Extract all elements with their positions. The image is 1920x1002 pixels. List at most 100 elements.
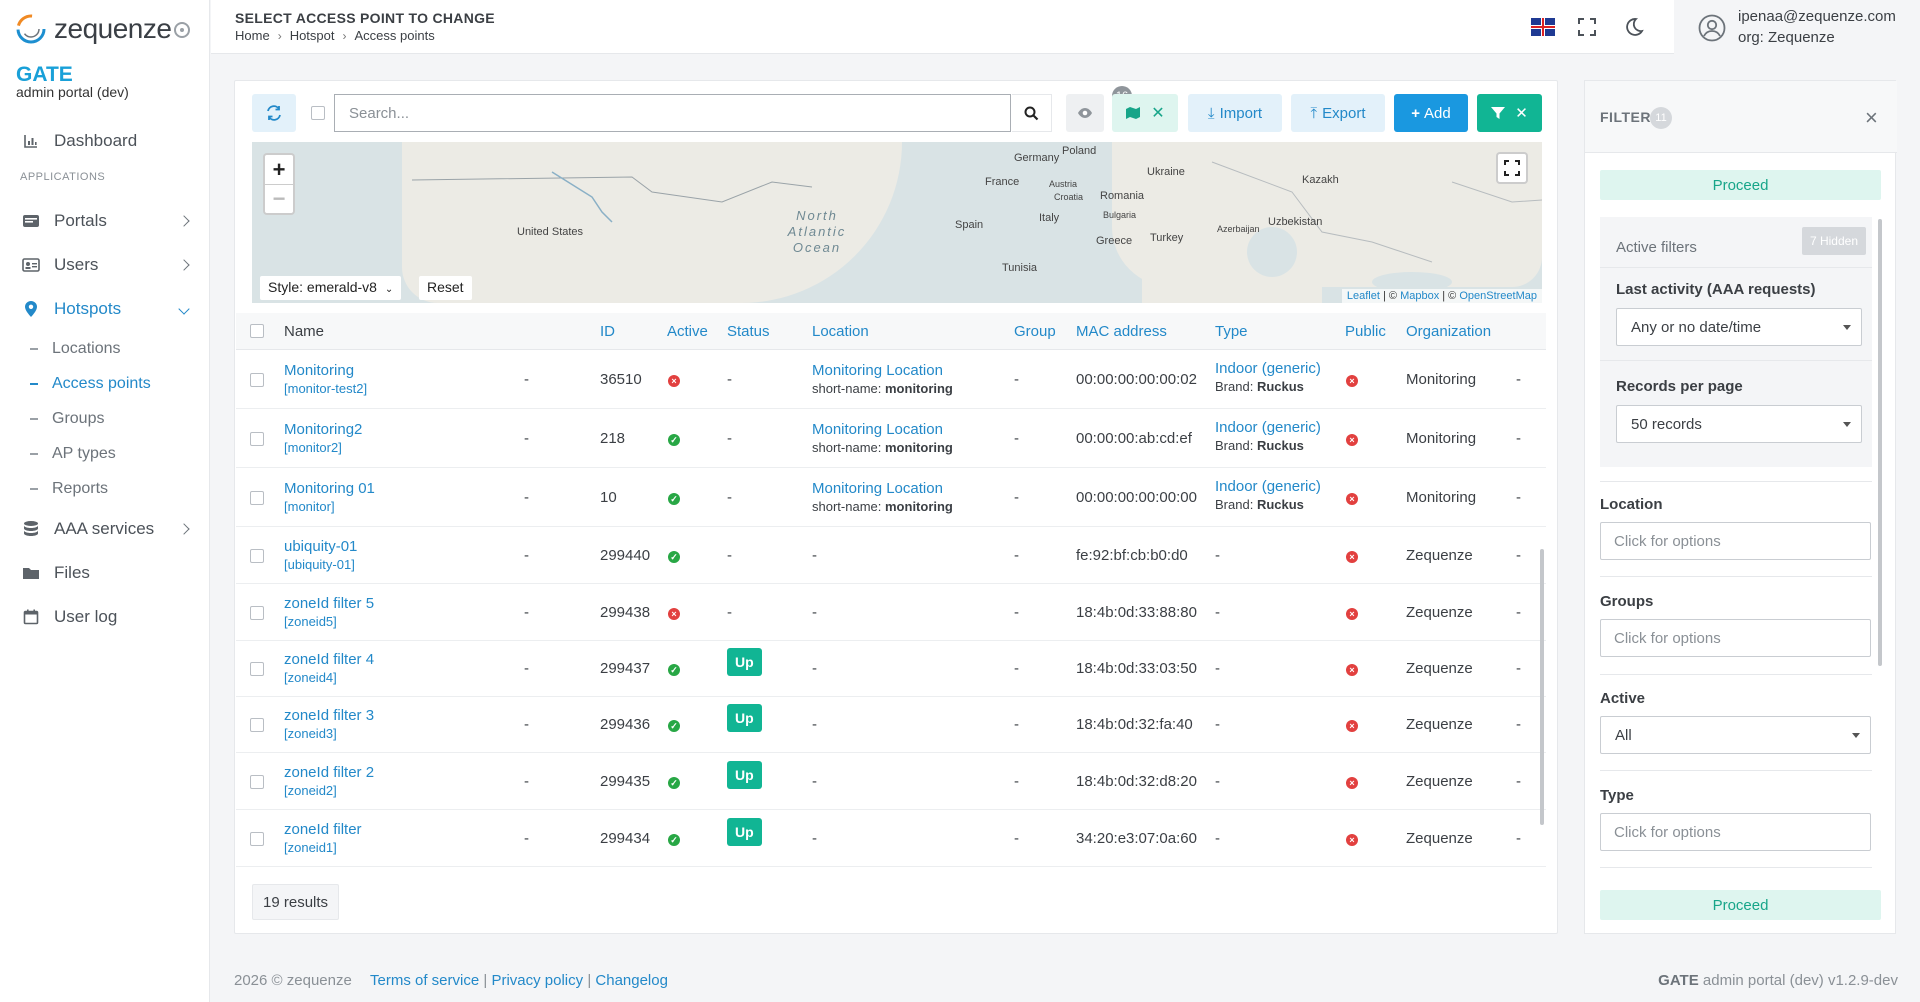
filter-toggle-button[interactable]: ✕ <box>1477 94 1542 132</box>
mapbox-link[interactable]: Mapbox <box>1400 290 1440 302</box>
row-checkbox[interactable] <box>250 718 264 732</box>
column-header-mac[interactable]: MAC address <box>1076 323 1167 340</box>
openstreetmap-link[interactable]: OpenStreetMap <box>1459 290 1537 302</box>
row-name-link[interactable]: zoneId filter 4 [zoneid4] <box>284 651 374 685</box>
logo[interactable]: zequenze <box>14 12 172 46</box>
changelog-link[interactable]: Changelog <box>595 972 668 989</box>
map-fullscreen-button[interactable] <box>1496 152 1528 184</box>
sidebar-item-portals[interactable]: Portals <box>0 203 210 239</box>
column-header-location[interactable]: Location <box>812 323 869 340</box>
map-reset-button[interactable]: Reset <box>419 276 472 300</box>
row-location-link[interactable]: Monitoring Location short-name: monitorin… <box>812 421 953 455</box>
sidebar-item-users[interactable]: Users <box>0 247 210 283</box>
sidebar-item-files[interactable]: Files <box>0 555 210 591</box>
close-icon[interactable]: × <box>1865 105 1878 130</box>
proceed-button-bottom[interactable]: Proceed <box>1600 890 1881 920</box>
row-type-link[interactable]: Indoor (generic) Brand: Ruckus <box>1215 478 1321 512</box>
filter-scrollbar[interactable] <box>1878 219 1882 666</box>
row-type-link[interactable]: Indoor (generic) Brand: Ruckus <box>1215 419 1321 453</box>
export-button[interactable]: ⤒ Export <box>1291 94 1385 132</box>
view-toggle-button[interactable] <box>1066 94 1104 132</box>
column-header-status[interactable]: Status <box>727 323 770 340</box>
groups-filter-input[interactable]: Click for options <box>1600 619 1871 657</box>
row-checkbox[interactable] <box>250 775 264 789</box>
column-header-organization[interactable]: Organization <box>1406 323 1492 340</box>
dark-mode-moon-icon[interactable] <box>1624 17 1644 37</box>
map[interactable]: United States Germany Poland Ukraine Fra… <box>252 142 1542 303</box>
search-button[interactable] <box>1012 94 1052 132</box>
add-button[interactable]: + Add <box>1394 94 1468 132</box>
type-filter-input[interactable]: Click for options <box>1600 813 1871 851</box>
row-name-link[interactable]: Monitoring [monitor-test2] <box>284 362 367 396</box>
row-name-link[interactable]: Monitoring 01 [monitor] <box>284 480 375 514</box>
row-checkbox[interactable] <box>250 832 264 846</box>
sidebar-subitem-reports[interactable]: Reports <box>30 480 108 498</box>
zoom-out-button[interactable]: − <box>265 184 293 213</box>
row-name-link[interactable]: ubiquity-01 [ubiquity-01] <box>284 538 357 572</box>
column-header-type[interactable]: Type <box>1215 323 1248 340</box>
sidebar-subitem-access-points[interactable]: Access points <box>30 375 151 393</box>
row-checkbox[interactable] <box>250 373 264 387</box>
select-all-rows-checkbox[interactable] <box>250 324 264 338</box>
row-checkbox[interactable] <box>250 432 264 446</box>
pin-sidebar-icon[interactable] <box>174 22 190 38</box>
table-row[interactable]: zoneId filter 2 [zoneid2] - 299435 ✓ Up - - 18:4… <box>236 753 1546 810</box>
sidebar-item-dashboard[interactable]: Dashboard <box>0 123 210 159</box>
sidebar-item-hotspots[interactable]: Hotspots <box>0 291 210 327</box>
breadcrumb-home[interactable]: Home <box>235 28 270 43</box>
column-header-name[interactable]: Name <box>284 323 325 340</box>
records-per-page-select[interactable]: 50 records <box>1616 405 1862 443</box>
column-header-group[interactable]: Group <box>1014 323 1056 340</box>
column-header-active[interactable]: Active <box>667 323 708 340</box>
column-header-public[interactable]: Public <box>1345 323 1386 340</box>
last-activity-select[interactable]: Any or no date/time <box>1616 308 1862 346</box>
hidden-filters-badge[interactable]: 7 Hidden <box>1801 227 1866 255</box>
breadcrumb-hotspot[interactable]: Hotspot <box>289 28 335 43</box>
table-row[interactable]: zoneId filter 3 [zoneid3] - 299436 ✓ Up - - 18:4… <box>236 697 1546 753</box>
row-location-link[interactable]: Monitoring Location short-name: monitorin… <box>812 480 953 514</box>
location-filter-input[interactable]: Click for options <box>1600 522 1871 560</box>
leaflet-link[interactable]: Leaflet <box>1346 290 1380 302</box>
user-menu[interactable]: ipenaa@zequenze.com org: Zequenze <box>1674 0 1920 54</box>
row-name-link[interactable]: zoneId filter 3 [zoneid3] <box>284 707 374 741</box>
row-name-link[interactable]: zoneId filter [zoneid1] <box>284 821 362 855</box>
search-input[interactable]: Search... <box>334 94 1011 132</box>
row-name-link[interactable]: zoneId filter 2 [zoneid2] <box>284 764 374 798</box>
uk-flag-icon[interactable] <box>1531 18 1555 36</box>
row-checkbox[interactable] <box>250 662 264 676</box>
table-row[interactable]: zoneId filter [zoneid1] - 299434 ✓ Up - - 34:20:… <box>236 810 1546 867</box>
row-checkbox[interactable] <box>250 491 264 505</box>
table-row[interactable]: Monitoring [monitor-test2] - 36510 × - Monitor… <box>236 350 1546 409</box>
row-location-link[interactable]: Monitoring Location short-name: monitorin… <box>812 362 953 396</box>
table-row[interactable]: ubiquity-01 [ubiquity-01] - 299440 ✓ - - - fe:92… <box>236 527 1546 584</box>
proceed-button-top[interactable]: Proceed <box>1600 170 1881 200</box>
import-button[interactable]: ⤓ Import <box>1188 94 1282 132</box>
sidebar-subitem-locations[interactable]: Locations <box>30 340 121 358</box>
row-type-link[interactable]: Indoor (generic) Brand: Ruckus <box>1215 360 1321 394</box>
sidebar-item-user-log[interactable]: User log <box>0 599 210 635</box>
row-checkbox[interactable] <box>250 606 264 620</box>
row-name-link[interactable]: Monitoring2 [monitor2] <box>284 421 362 455</box>
select-all-checkbox[interactable] <box>304 94 332 132</box>
sidebar-item-aaa-services[interactable]: AAA services <box>0 511 210 547</box>
sidebar-subitem-ap-types[interactable]: AP types <box>30 445 116 463</box>
zoom-in-button[interactable]: + <box>272 156 286 182</box>
privacy-policy-link[interactable]: Privacy policy <box>491 972 584 989</box>
table-row[interactable]: Monitoring 01 [monitor] - 10 ✓ - Monitoring Lo… <box>236 468 1546 527</box>
active-filter-select[interactable]: All <box>1600 716 1871 754</box>
map-style-select[interactable]: Style: emerald-v8 ⌄ <box>260 276 402 300</box>
refresh-button[interactable] <box>252 94 296 132</box>
fullscreen-icon[interactable] <box>1578 18 1596 36</box>
terms-of-service-link[interactable]: Terms of service <box>369 972 480 989</box>
row-checkbox[interactable] <box>250 549 264 563</box>
column-header-id[interactable]: ID <box>600 323 615 340</box>
table-row[interactable]: zoneId filter 4 [zoneid4] - 299437 ✓ Up - - 18:4… <box>236 641 1546 697</box>
map-toggle-button[interactable]: ✕ <box>1112 94 1178 132</box>
checkbox[interactable] <box>311 106 325 120</box>
table-row[interactable]: Monitoring2 [monitor2] - 218 ✓ - Monitoring Lo… <box>236 409 1546 468</box>
sidebar-subitem-groups[interactable]: Groups <box>30 410 104 428</box>
row-name-link[interactable]: zoneId filter 5 [zoneid5] <box>284 595 374 629</box>
sidebar-item-label: Dashboard <box>54 131 138 150</box>
table-row[interactable]: zoneId filter 5 [zoneid5] - 299438 × - - - 18:4b… <box>236 584 1546 641</box>
table-scrollbar[interactable] <box>1540 549 1544 825</box>
